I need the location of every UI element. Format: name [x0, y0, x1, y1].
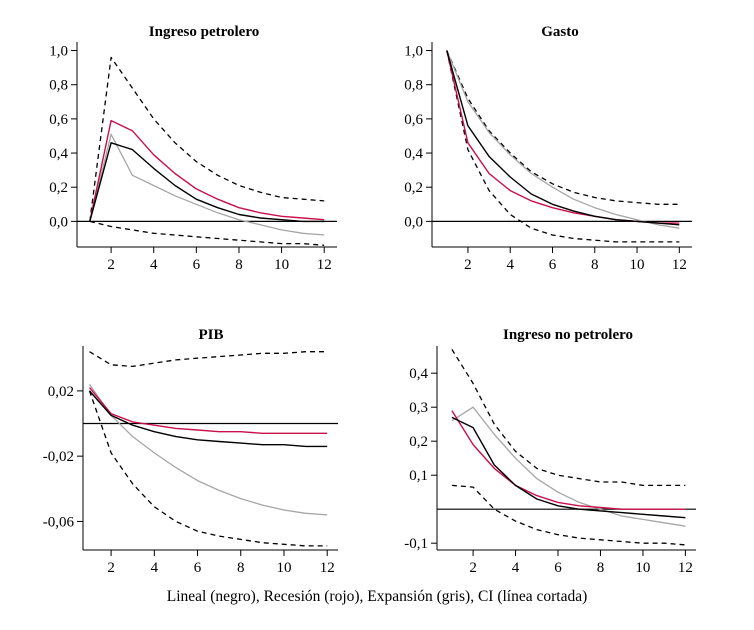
y-tick-label: -0,06	[43, 514, 75, 530]
series-line-ci-upper	[89, 56, 325, 222]
y-tick-label: 0,6	[49, 112, 68, 128]
series-line-recesion	[446, 50, 680, 224]
panel-ingreso-petrolero: Ingreso petrolero 0,0 0,2 0,4 0,6 0,8 1,0 2 4 6 8…	[49, 24, 337, 273]
y-tick-label: 0,02	[48, 384, 74, 400]
x-tick-label: 8	[597, 560, 605, 576]
x-tick-label: 12	[320, 560, 335, 576]
y-tick-label: 0,2	[404, 180, 423, 196]
y-tick-label: 0,4	[404, 146, 423, 162]
y-tick-label: 0,8	[49, 78, 68, 94]
panel-title: Ingreso petrolero	[149, 24, 259, 40]
y-tick-label: 0,8	[404, 78, 423, 94]
y-tick-label: 0,0	[404, 214, 423, 230]
x-tick-label: 2	[107, 257, 115, 273]
series-line-lineal	[446, 50, 680, 226]
x-tick-label: 8	[235, 257, 243, 273]
x-tick-label: 4	[151, 560, 159, 576]
panel-title: Gasto	[541, 24, 579, 40]
x-tick-label: 8	[237, 560, 245, 576]
y-tick-label: -0,1	[404, 536, 428, 552]
series-line-lineal	[451, 416, 686, 519]
x-tick-label: 12	[672, 257, 687, 273]
y-tick-label: 1,0	[49, 44, 68, 60]
x-tick-label: 12	[317, 257, 332, 273]
y-tick-label: 0,1	[409, 468, 428, 484]
x-tick-label: 6	[554, 560, 562, 576]
series-line-ci-lower	[451, 484, 686, 546]
figure: Ingreso petrolero 0,0 0,2 0,4 0,6 0,8 1,0 2 4 6 8…	[43, 24, 696, 576]
series-line-ci-upper	[446, 50, 680, 205]
series-line-recesion	[89, 119, 325, 222]
series-line-ci-upper	[451, 349, 686, 487]
panel-title: Ingreso no petrolero	[503, 327, 633, 343]
y-tick-label: 0,2	[409, 434, 428, 450]
series-line-expansion	[88, 384, 328, 516]
y-tick-label: 0,6	[404, 112, 423, 128]
y-tick-label: 1,0	[404, 44, 423, 60]
y-tick-label: 0,4	[49, 146, 68, 162]
x-tick-label: 4	[512, 560, 520, 576]
x-tick-label: 10	[630, 257, 645, 273]
series-line-recesion	[451, 410, 686, 510]
x-tick-label: 10	[635, 560, 650, 576]
x-tick-label: 10	[276, 560, 291, 576]
y-tick-label: 0,3	[409, 400, 428, 416]
series-line-recesion	[88, 387, 328, 434]
panel-title: PIB	[198, 327, 223, 343]
y-tick-label: 0,2	[49, 180, 68, 196]
series-line-expansion	[451, 406, 686, 527]
x-tick-label: 10	[274, 257, 289, 273]
series-line-ci-lower	[446, 50, 680, 243]
x-tick-label: 4	[150, 257, 158, 273]
x-tick-label: 2	[107, 560, 115, 576]
series-line-ci-upper	[89, 351, 328, 368]
y-tick-label: -0,02	[43, 449, 74, 465]
series-line-lineal	[89, 142, 325, 223]
x-tick-label: 6	[194, 560, 202, 576]
x-tick-label: 6	[549, 257, 557, 273]
y-tick-label: 0,4	[409, 366, 428, 382]
x-tick-label: 2	[464, 257, 472, 273]
series-line-expansion	[446, 50, 680, 229]
panel-pib: PIB -0,06 -0,02 0,02 2 4 6 8 10 12	[43, 327, 338, 576]
x-tick-label: 8	[591, 257, 599, 273]
x-tick-label: 6	[193, 257, 201, 273]
panel-gasto: Gasto 0,0 0,2 0,4 0,6 0,8 1,0 2 4 6 8 10 12	[404, 24, 692, 273]
x-tick-label: 12	[678, 560, 693, 576]
figure-caption: Lineal (negro), Recesión (rojo), Expansi…	[166, 588, 588, 605]
series-line-expansion	[89, 133, 325, 236]
series-line-lineal	[88, 390, 328, 448]
x-tick-label: 4	[506, 257, 514, 273]
panel-ingreso-no-petrolero: Ingreso no petrolero -0,1 0,1 0,2 0,3 0,4 2 4 6…	[404, 327, 696, 576]
series-line-ci-lower	[89, 220, 325, 246]
series-line-ci-lower	[88, 390, 328, 547]
x-tick-label: 2	[469, 560, 477, 576]
y-tick-label: 0,0	[49, 214, 68, 230]
